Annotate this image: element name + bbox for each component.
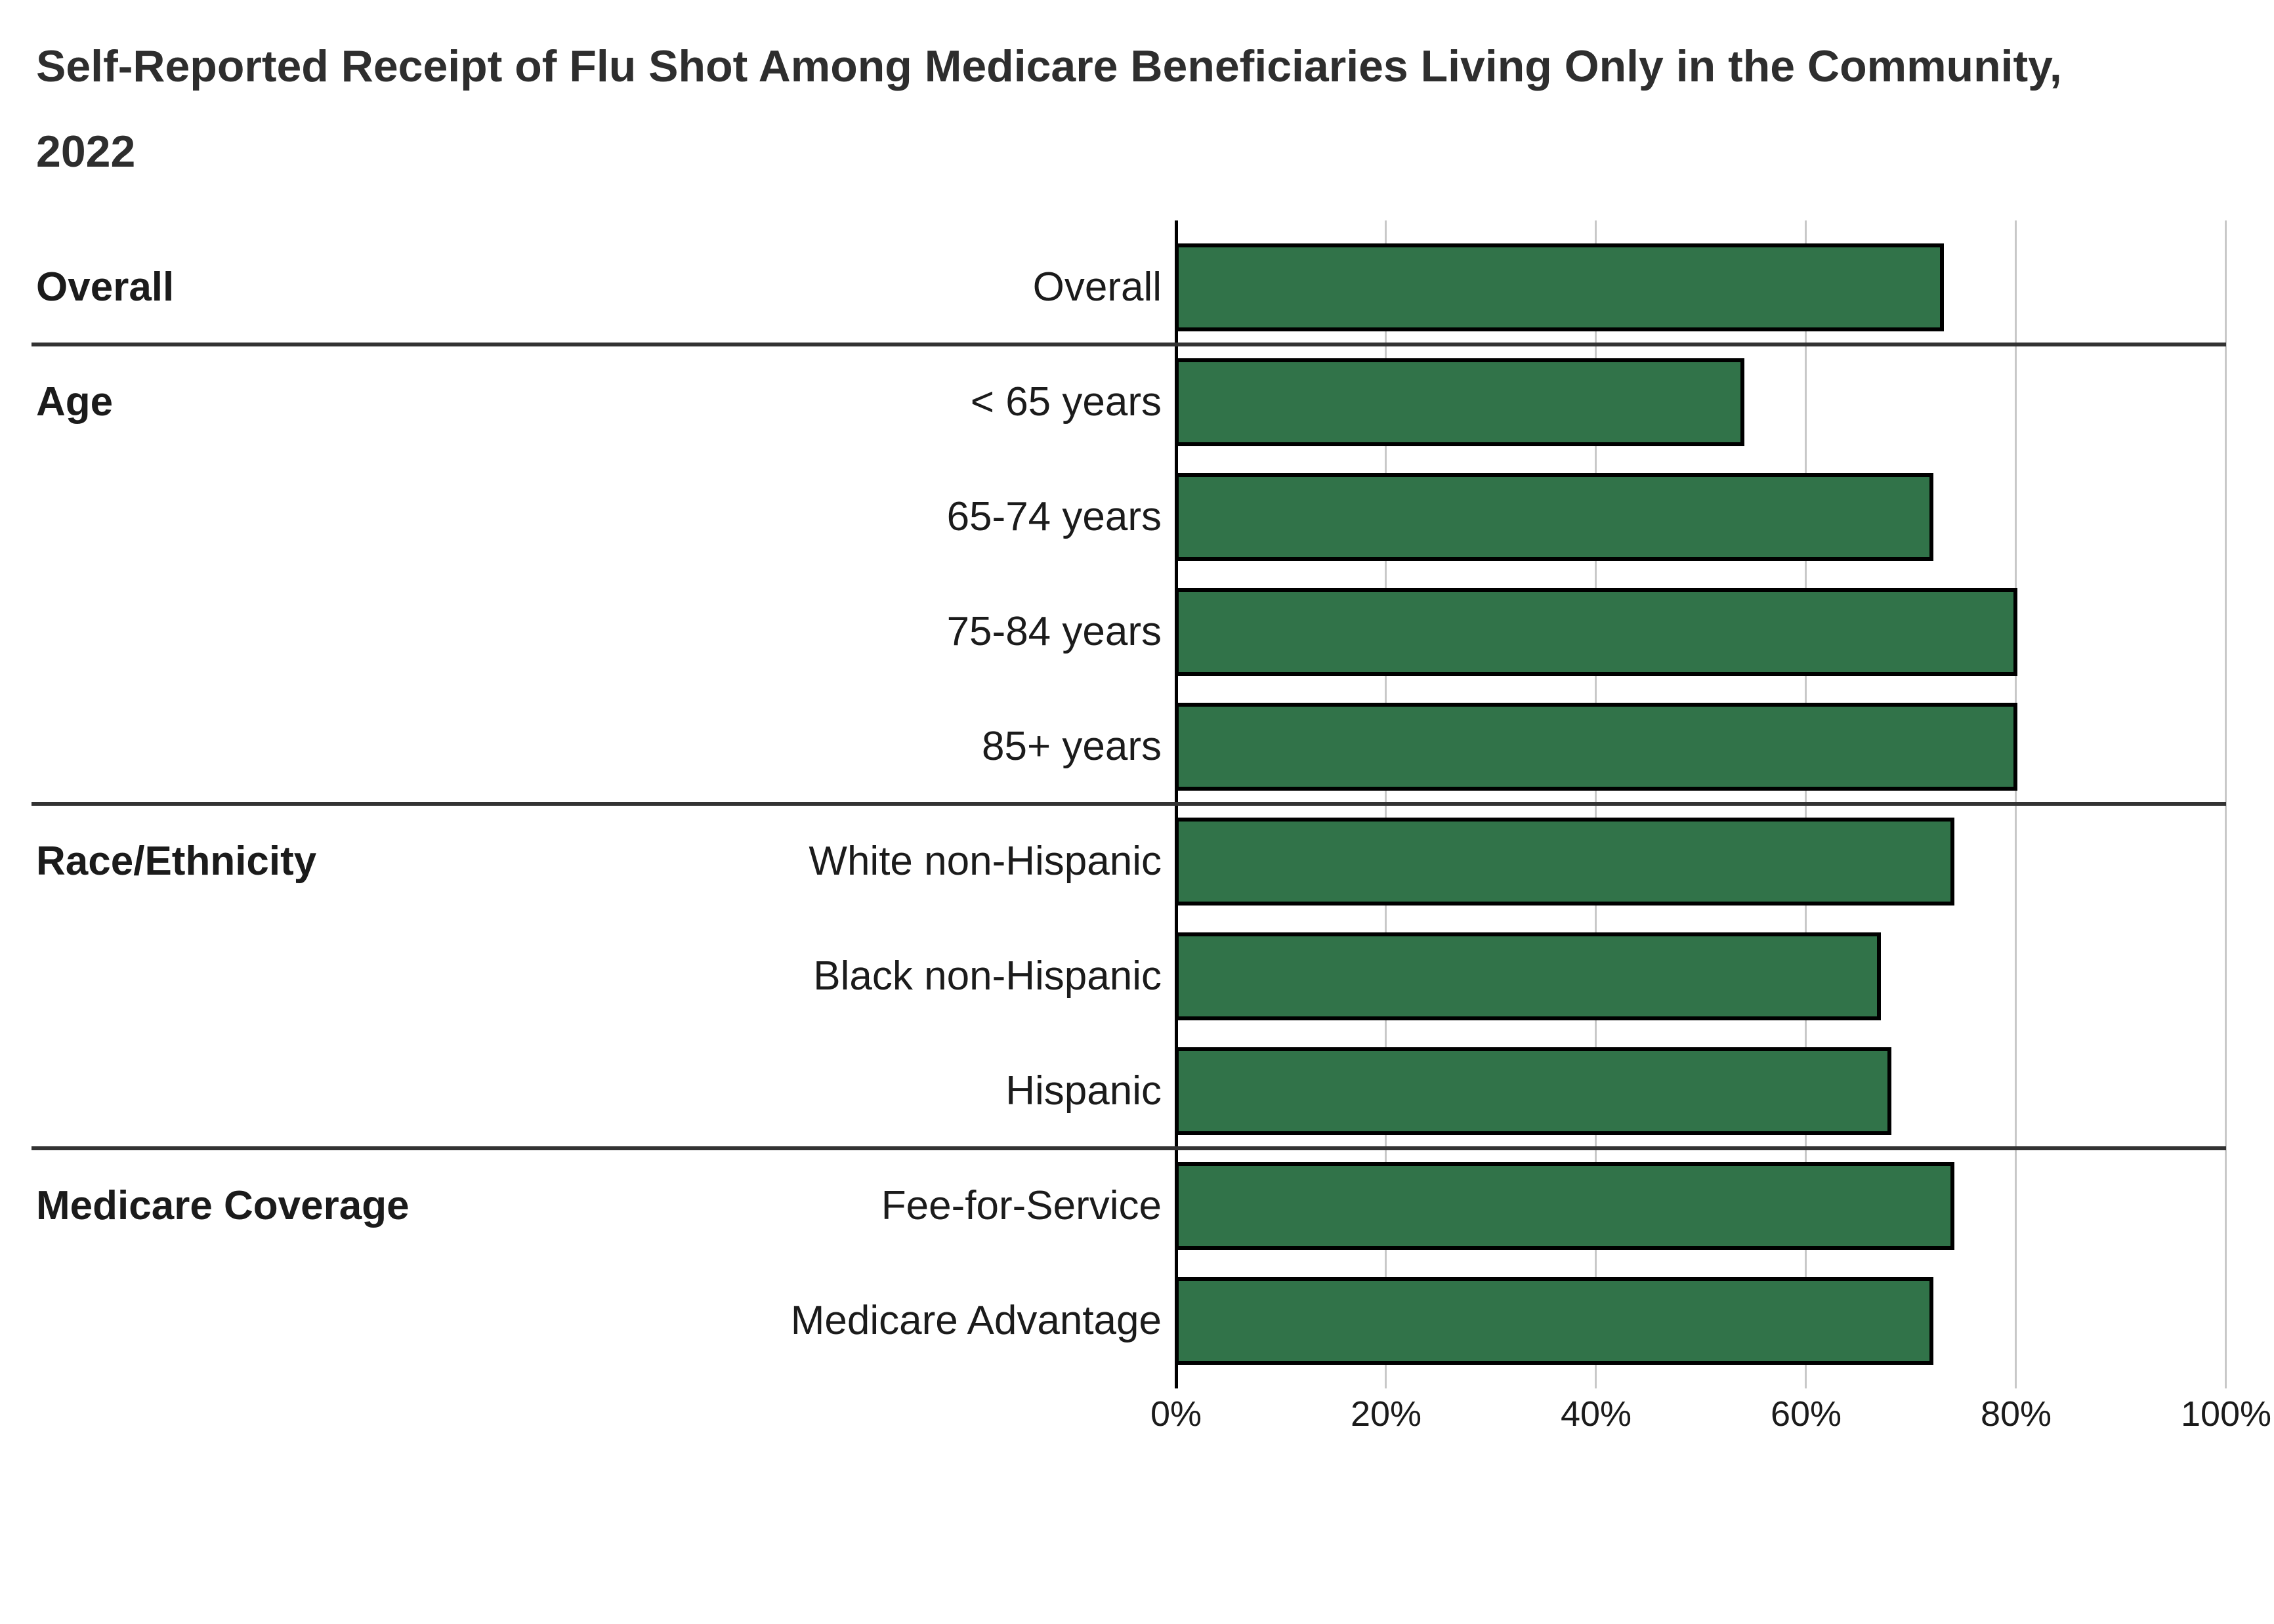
bar-white-non-hispanic (1175, 818, 1954, 906)
chart-title: Self-Reported Receipt of Flu Shot Among … (36, 41, 2062, 177)
group-separator (32, 343, 2226, 346)
bar-overall (1175, 243, 1944, 331)
group-label: Age (36, 379, 114, 425)
category-label: Medicare Advantage (790, 1298, 1162, 1343)
x-axis-tick-label: 40% (1560, 1394, 1632, 1434)
x-axis-tick-label: 80% (1980, 1394, 2052, 1434)
bar-medicare-advantage (1175, 1277, 1933, 1365)
group-label: Overall (36, 264, 175, 310)
bar--65-years (1175, 358, 1744, 446)
category-label: < 65 years (970, 379, 1162, 425)
bar-fee-for-service (1175, 1162, 1954, 1250)
x-axis-tick-label: 60% (1770, 1394, 1842, 1434)
bar-85-years (1175, 703, 2017, 791)
bar-hispanic (1175, 1047, 1891, 1135)
group-separator (32, 802, 2226, 806)
group-label: Race/Ethnicity (36, 839, 317, 884)
bar-black-non-hispanic (1175, 932, 1881, 1020)
category-label: Hispanic (1005, 1068, 1162, 1114)
category-label: 65-74 years (946, 494, 1162, 539)
category-label: 75-84 years (946, 609, 1162, 654)
category-label: Fee-for-Service (881, 1183, 1162, 1228)
group-separator (32, 1146, 2226, 1150)
bar-75-84-years (1175, 588, 2017, 676)
group-label: Medicare Coverage (36, 1183, 410, 1228)
category-label: Overall (1032, 264, 1162, 310)
x-axis-tick-label: 20% (1350, 1394, 1422, 1434)
category-label: White non-Hispanic (809, 839, 1162, 884)
x-axis-tick-label: 0% (1150, 1394, 1202, 1434)
bar-65-74-years (1175, 473, 1933, 561)
category-label: 85+ years (981, 724, 1162, 769)
category-label: Black non-Hispanic (813, 953, 1162, 999)
x-axis-tick-label: 100% (2180, 1394, 2272, 1434)
